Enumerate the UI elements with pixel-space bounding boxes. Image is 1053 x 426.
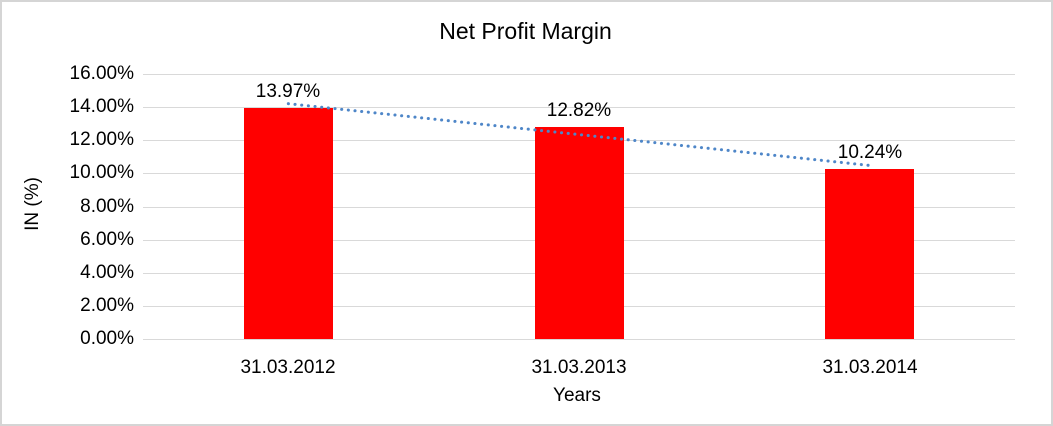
chart-title: Net Profit Margin xyxy=(439,18,612,44)
y-tick-label: 16.00% xyxy=(69,63,134,84)
bar xyxy=(244,108,333,339)
gridline xyxy=(143,74,1015,75)
gridline xyxy=(143,339,1015,340)
y-tick-label: 0.00% xyxy=(80,328,134,349)
y-tick-label: 8.00% xyxy=(80,196,134,217)
bar-data-label: 12.82% xyxy=(546,100,612,121)
y-tick-label: 14.00% xyxy=(69,96,134,117)
y-tick-label: 4.00% xyxy=(80,262,134,283)
bar xyxy=(535,127,624,339)
y-tick-label: 2.00% xyxy=(80,295,134,316)
y-tick-label: 12.00% xyxy=(69,129,134,150)
x-category-label: 31.03.2014 xyxy=(822,357,918,378)
x-axis-title: Years xyxy=(553,385,601,406)
bar-data-label: 10.24% xyxy=(837,142,903,163)
y-tick-label: 6.00% xyxy=(80,229,134,250)
bar xyxy=(825,169,914,339)
x-category-label: 31.03.2012 xyxy=(240,357,336,378)
x-category-label: 31.03.2013 xyxy=(531,357,627,378)
bar-data-label: 13.97% xyxy=(255,81,321,102)
y-tick-label: 10.00% xyxy=(69,162,134,183)
